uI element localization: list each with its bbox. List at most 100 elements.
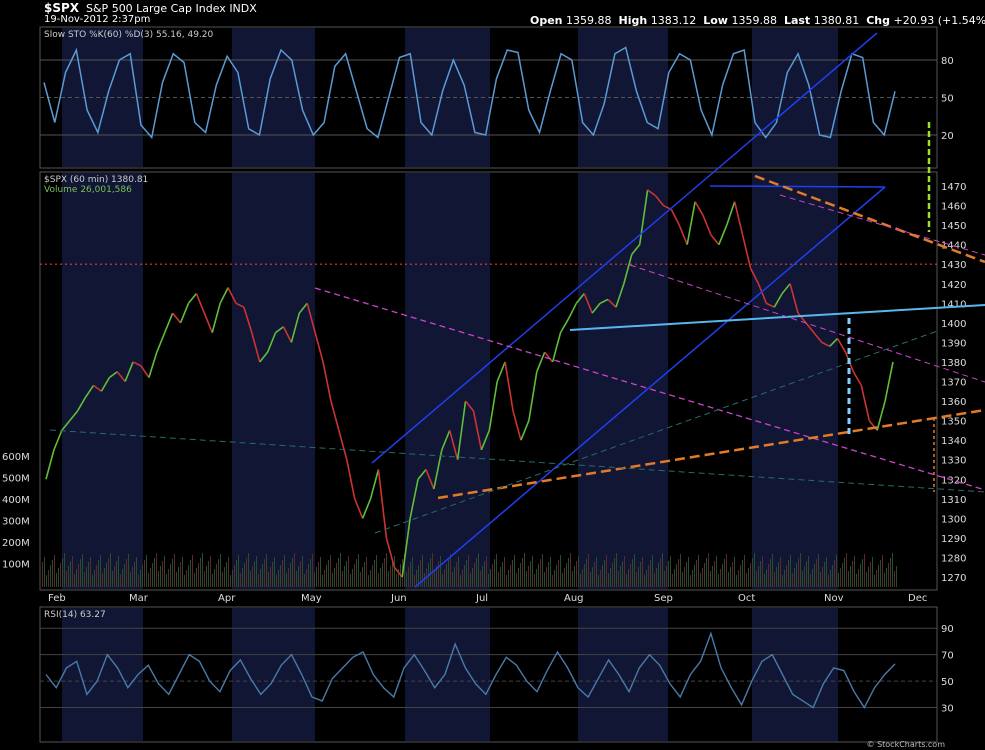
price-segment bbox=[353, 498, 364, 519]
month-band bbox=[752, 28, 838, 167]
volume-bar bbox=[56, 573, 57, 587]
volume-bar bbox=[580, 574, 581, 587]
volume-bar bbox=[552, 575, 553, 587]
volume-bar bbox=[478, 553, 479, 587]
price-segment bbox=[275, 326, 284, 334]
volume-bar bbox=[484, 561, 485, 587]
price-segment bbox=[243, 306, 253, 333]
month-band bbox=[405, 608, 490, 741]
volume-bar bbox=[886, 568, 887, 587]
volume-bar bbox=[42, 562, 43, 587]
low-label: Low bbox=[703, 14, 728, 27]
volume-bar bbox=[296, 571, 297, 587]
volume-bar bbox=[538, 564, 539, 587]
volume-bar bbox=[212, 574, 213, 587]
volume-bar bbox=[48, 570, 49, 587]
volume-bar bbox=[278, 570, 279, 587]
channel-lower-line bbox=[414, 186, 886, 588]
price-segment bbox=[741, 234, 752, 269]
volume-bar bbox=[474, 563, 475, 587]
price-segment bbox=[876, 400, 886, 431]
high-value: 1383.12 bbox=[650, 14, 697, 27]
volume-bar bbox=[758, 566, 759, 587]
volume-bar bbox=[376, 555, 377, 587]
volume-bar bbox=[58, 568, 59, 587]
volume-bar bbox=[854, 556, 855, 587]
volume-bar bbox=[374, 560, 375, 587]
open-label: Open bbox=[530, 14, 563, 27]
price-tick-label: 1450 bbox=[941, 221, 966, 232]
volume-bar bbox=[404, 554, 405, 587]
volume-bar bbox=[480, 571, 481, 587]
price-segment bbox=[757, 283, 768, 304]
price-segment bbox=[456, 400, 467, 460]
volume-bar bbox=[452, 572, 453, 587]
volume-bar bbox=[82, 554, 83, 587]
price-tick-label: 1310 bbox=[941, 495, 966, 506]
volume-bar bbox=[834, 560, 835, 587]
price-segment bbox=[425, 469, 435, 490]
sto-tick-label: 20 bbox=[941, 131, 954, 142]
volume-bar bbox=[634, 554, 635, 587]
price-label: $SPX (60 min) 1380.81 bbox=[44, 175, 148, 185]
volume-bar bbox=[574, 566, 575, 587]
volume-bar bbox=[606, 555, 607, 587]
volume-bar bbox=[274, 557, 275, 587]
volume-bar bbox=[174, 554, 175, 587]
volume-bar bbox=[378, 573, 379, 587]
price-segment bbox=[615, 283, 625, 308]
volume-bar bbox=[814, 564, 815, 587]
volume-bar bbox=[514, 555, 515, 587]
volume-bar bbox=[640, 562, 641, 587]
volume-bar bbox=[140, 570, 141, 587]
volume-bar bbox=[532, 556, 533, 587]
volume-bar bbox=[866, 572, 867, 587]
volume-bar bbox=[368, 575, 369, 587]
volume-bar bbox=[80, 559, 81, 587]
month-band bbox=[752, 173, 838, 589]
volume-bar bbox=[656, 568, 657, 587]
volume-bar bbox=[290, 563, 291, 587]
price-segment bbox=[528, 371, 538, 421]
price-segment bbox=[733, 201, 744, 236]
volume-bar bbox=[214, 569, 215, 587]
volume-bar bbox=[156, 553, 157, 587]
volume-bar bbox=[784, 570, 785, 587]
volume-bar bbox=[176, 572, 177, 587]
stockcharts-credit: © StockCharts.com bbox=[866, 740, 945, 749]
volume-bar bbox=[816, 559, 817, 587]
volume-bar bbox=[526, 571, 527, 587]
volume-bar bbox=[648, 565, 649, 587]
volume-bar bbox=[642, 557, 643, 587]
price-segment bbox=[678, 224, 688, 245]
volume-bar bbox=[630, 564, 631, 587]
price-segment bbox=[417, 468, 427, 480]
volume-bar bbox=[442, 574, 443, 587]
volume-bar bbox=[144, 560, 145, 587]
volume-bar bbox=[444, 569, 445, 587]
volume-bar bbox=[798, 558, 799, 587]
volume-bar bbox=[600, 570, 601, 587]
volume-bar bbox=[112, 571, 113, 587]
volume-bar bbox=[510, 565, 511, 587]
price-segment bbox=[441, 430, 451, 451]
trendline-teal-line bbox=[49, 429, 985, 493]
price-segment bbox=[607, 298, 617, 308]
volume-bar bbox=[774, 572, 775, 587]
volume-bar bbox=[594, 562, 595, 587]
volume-bar bbox=[650, 560, 651, 587]
volume-bar bbox=[110, 553, 111, 587]
volume-bar bbox=[122, 569, 123, 587]
volume-bar bbox=[722, 564, 723, 587]
price-segment bbox=[156, 332, 166, 353]
volume-bar bbox=[126, 559, 127, 587]
volume-bar bbox=[862, 559, 863, 587]
ticker-name: S&P 500 Large Cap Index INDX bbox=[86, 2, 257, 15]
price-segment bbox=[132, 361, 142, 367]
volume-bar bbox=[652, 555, 653, 587]
volume-bar bbox=[882, 555, 883, 587]
price-segment bbox=[385, 537, 396, 568]
price-segment bbox=[591, 302, 601, 314]
volume-bar bbox=[130, 572, 131, 587]
volume-bar bbox=[492, 564, 493, 587]
